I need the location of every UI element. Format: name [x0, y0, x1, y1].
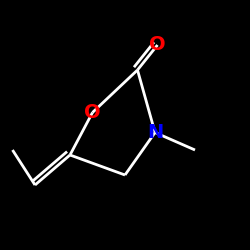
Text: O: O [149, 36, 166, 54]
Text: N: N [147, 123, 163, 142]
Text: O: O [84, 103, 101, 122]
